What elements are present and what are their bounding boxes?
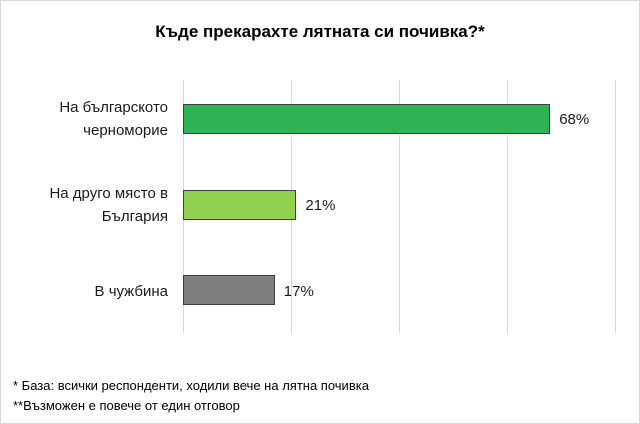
category-label-1: На друго място в България xyxy=(0,182,168,228)
category-label-0: На българското черноморие xyxy=(0,96,168,142)
value-label-1: 21% xyxy=(305,197,336,214)
bar-abroad xyxy=(183,275,275,305)
bar-elsewhere-bulgaria xyxy=(183,190,297,220)
footnote-base: * База: всички респонденти, ходили вече … xyxy=(13,378,369,393)
chart-title: Къде прекарахте лятната си почивка?* xyxy=(155,22,485,41)
gridline-80 xyxy=(615,80,616,333)
bar-black-sea xyxy=(183,104,551,134)
category-label-line: В чужбина xyxy=(94,283,168,300)
category-label-2: В чужбина xyxy=(0,280,168,303)
category-label-line: На българското xyxy=(59,99,168,116)
gridline-40 xyxy=(399,80,400,333)
gridline-60 xyxy=(507,80,508,333)
category-label-line: България xyxy=(101,208,168,225)
value-label-2: 17% xyxy=(283,283,314,300)
value-label-0: 68% xyxy=(559,111,590,128)
category-label-line: На друго място в xyxy=(49,185,168,202)
footnote-multiple: **Възможен е повече от един отговор xyxy=(13,398,240,413)
category-label-line: черноморие xyxy=(83,122,168,139)
